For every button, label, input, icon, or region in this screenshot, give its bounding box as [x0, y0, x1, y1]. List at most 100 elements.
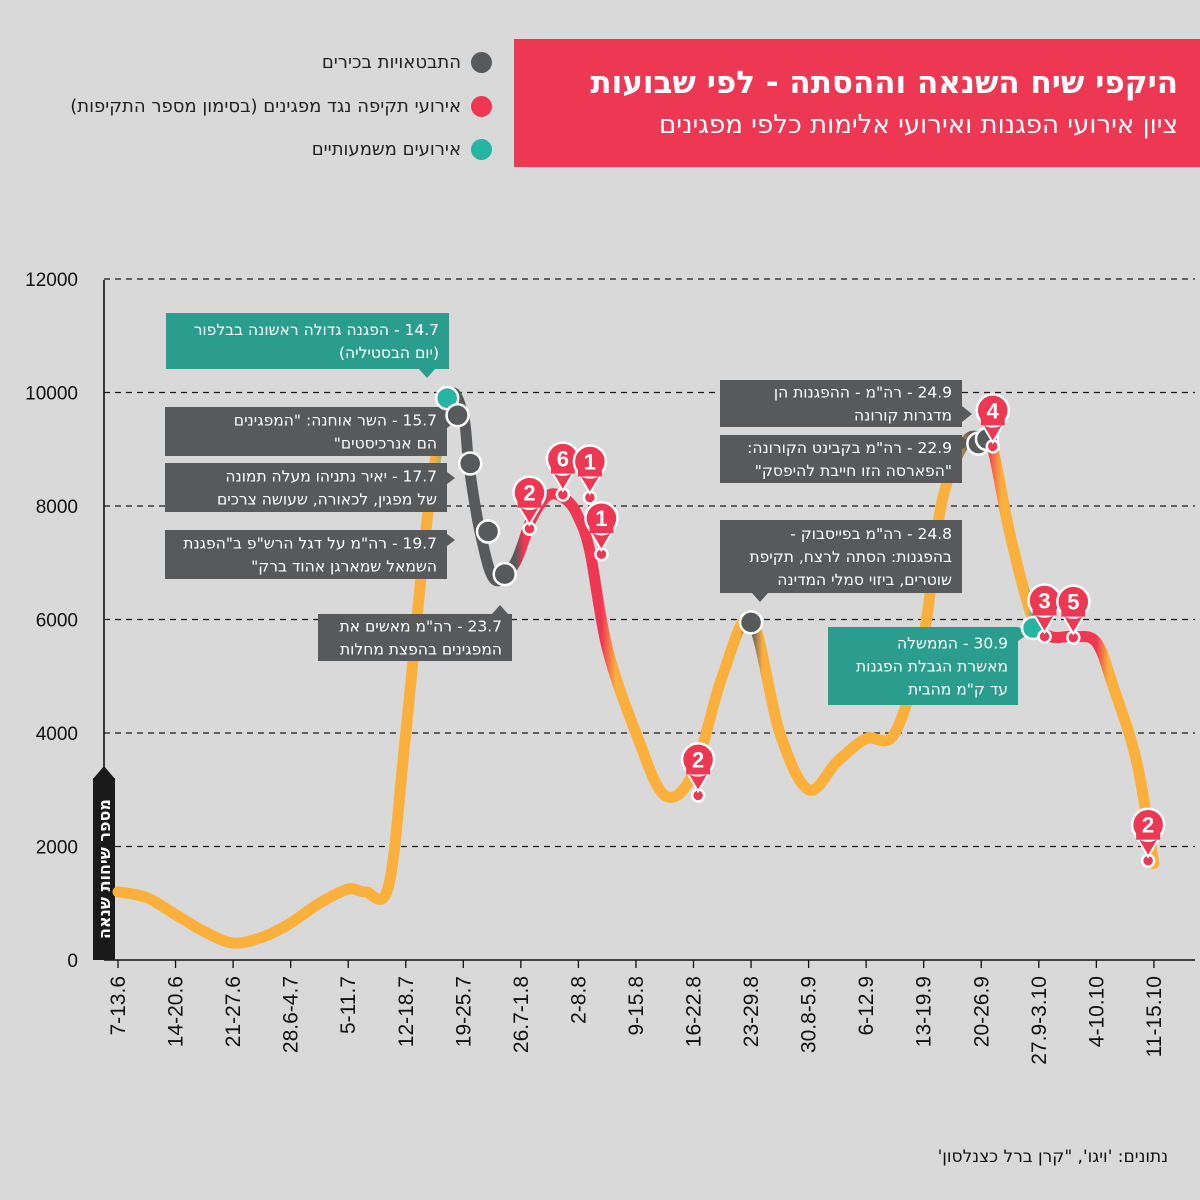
pin-count-label: 2	[692, 747, 704, 772]
legend-item-significant-events: אירועים משמעותיים	[312, 134, 492, 164]
annotation-bg	[720, 380, 962, 427]
y-tick-label: 6000	[36, 611, 78, 632]
attack-pin: 1	[584, 500, 619, 562]
annotation-text: 24.9 - רה"מ - ההפגנות הן	[774, 384, 952, 402]
legend-item-attacks: אירועי תקיפה נגד מפגינים (בסימון מספר הת…	[70, 91, 492, 121]
pin-count-label: 5	[1067, 590, 1079, 615]
series-line	[112, 387, 1160, 949]
attack-pin: 2	[1130, 807, 1166, 868]
annotation-bg	[318, 614, 512, 661]
gray-dot-marker	[457, 451, 483, 476]
x-tick-label: 23-29.8	[740, 976, 763, 1047]
legend-item-senior-statements: התבטאויות בכירים	[322, 47, 492, 77]
annotation-text: (יום הבסטיליה)	[339, 344, 439, 362]
x-tick-label: 26.7-1.8	[510, 976, 533, 1053]
annotation-pointer	[492, 605, 508, 614]
attack-pin: 2	[680, 742, 716, 803]
pin-count-label: 1	[595, 506, 607, 531]
pin-joint	[1032, 608, 1057, 616]
attack-pin: 3	[1027, 583, 1062, 644]
pin-count-label: 4	[987, 398, 1000, 423]
annotation-text: בהפגנות: הסתה לרצח, תקיפת	[749, 548, 952, 566]
x-tick-label: 20-26.9	[970, 976, 993, 1047]
pin-joint	[589, 526, 614, 534]
chart-subtitle: ציון אירועי הפגנות ואירועי אלימות כלפי מ…	[659, 110, 1178, 140]
annotation-text: 14.7 - הפגנה גדולה ראשונה בבלפור	[194, 321, 439, 339]
annotation-text: הם אנרכיסטים"	[334, 435, 437, 453]
annotation-bg	[165, 407, 447, 456]
x-tick-label: 7-13.6	[107, 976, 130, 1036]
legend-label: אירועי תקיפה נגד מפגינים (בסימון מספר הת…	[70, 95, 461, 117]
annotation-text: עד ק"מ מהבית	[908, 681, 1008, 699]
attack-pin: 6	[545, 441, 581, 502]
annotation-layer: 14.7 - הפגנה גדולה ראשונה בבלפור (יום הבס…	[165, 313, 1030, 705]
annotation-text: 24.8 - רה"מ בפייסבוק -	[790, 525, 952, 543]
red-dot-icon	[471, 95, 492, 117]
y-axis-label-bar	[93, 778, 115, 960]
teal-dot-icon	[471, 138, 492, 160]
annotation-box: 24.8 - רה"מ בפייסבוק - בהפגנות: הסתה לרצח…	[720, 520, 962, 602]
annotation-pointer	[447, 534, 455, 546]
annotation-text: שוטרים, ביזוי סמלי המדינה	[777, 571, 952, 589]
annotation-pointer	[962, 406, 972, 422]
x-tick-label: 2-8.8	[567, 976, 590, 1024]
attack-pin: 1	[572, 444, 608, 505]
gray-dot-marker	[738, 610, 764, 635]
title-box: היקפי שיח השנאה וההסתה - לפי שבועות ציון…	[514, 39, 1200, 167]
pin-joint	[1061, 609, 1086, 617]
annotation-box: 19.7 - רה"מ על דגל הרש"פ ב"הפגנת השמאל שמ…	[165, 530, 455, 579]
pin-joint	[980, 418, 1005, 426]
gray-dot-icon	[471, 51, 492, 73]
x-tick-label: 28.6-4.7	[280, 976, 303, 1053]
annotation-bg	[165, 463, 447, 512]
annotation-text: 15.7 - השר אוחנה: "המפגינים	[234, 412, 437, 430]
legend-label: אירועים משמעותיים	[311, 138, 461, 160]
pin-joint	[550, 466, 575, 474]
annotation-text: "הפארסה הזו חייבת להיפסק"	[755, 462, 952, 480]
y-tick-label: 4000	[36, 724, 78, 745]
annotation-text: מאשרת הגבלת הפגנות	[856, 658, 1008, 676]
x-tick-label: 30.8-5.9	[798, 976, 821, 1053]
attack-pin: 5	[1056, 584, 1091, 645]
annotation-pointer	[447, 472, 455, 484]
x-tick-label: 21-27.6	[222, 976, 245, 1047]
annotation-box: 30.9 - הממשלה מאשרת הגבלת הפגנות עד ק"מ מה…	[828, 627, 1030, 705]
x-tick-label: 9-15.8	[625, 976, 648, 1036]
x-tick-label: 19-25.7	[452, 976, 475, 1047]
attack-pin: 4	[975, 393, 1011, 454]
y-tick-label: 10000	[25, 384, 78, 405]
x-tick-label: 12-18.7	[395, 976, 418, 1047]
annotation-text: מדגרות קורונה	[854, 407, 952, 425]
source-note: נתונים: 'ויגו', "קרן ברל כצנלסון'	[937, 1147, 1168, 1167]
pin-joint	[577, 469, 602, 477]
annotation-text: השמאל שמארגן אהוד ברק"	[251, 558, 437, 576]
annotation-box: 22.9 - רה"מ בקבינט הקורונה: "הפארסה הזו ח…	[720, 435, 972, 483]
dot-layer	[434, 385, 1046, 641]
series-line-layer	[112, 387, 1160, 949]
y-axis-label: מספר שיחות שנאה	[95, 799, 114, 939]
annotation-text: 23.7 - רה"מ מאשים את	[339, 618, 502, 636]
annotation-box: 23.7 - רה"מ מאשים את המפגינים בהפצת מחלות	[318, 605, 512, 661]
annotation-pointer	[419, 369, 435, 378]
y-tick-label: 12000	[25, 270, 78, 291]
x-tick-label: 14-20.6	[165, 976, 188, 1047]
gray-dot-marker	[475, 519, 501, 544]
annotation-text: 17.7 - יאיר נתניהו מעלה תמונה	[225, 468, 437, 486]
chart-title: היקפי שיח השנאה וההסתה - לפי שבועות	[590, 65, 1178, 101]
annotation-bg	[165, 530, 447, 579]
annotation-bg	[720, 435, 962, 483]
annotation-text: המפגינים בהפצת מחלות	[340, 641, 502, 659]
pin-joint	[517, 500, 542, 508]
pin-count-label: 1	[584, 449, 596, 474]
annotation-box: 17.7 - יאיר נתניהו מעלה תמונה של מפגין, ל…	[165, 463, 455, 512]
pin-joint	[1136, 832, 1161, 840]
annotation-box: 15.7 - השר אוחנה: "המפגינים הם אנרכיסטים"	[165, 407, 455, 456]
annotation-text: 19.7 - רה"מ על דגל הרש"פ ב"הפגנת	[183, 535, 437, 553]
annotation-text: של מפגין, לכאורה, שעושה צרכים	[217, 491, 437, 509]
annotation-text: 30.9 - הממשלה	[897, 635, 1008, 653]
x-tick-label: 6-12.9	[855, 976, 878, 1036]
attack-pin: 2	[512, 475, 547, 536]
gray-dot-marker	[492, 561, 517, 587]
